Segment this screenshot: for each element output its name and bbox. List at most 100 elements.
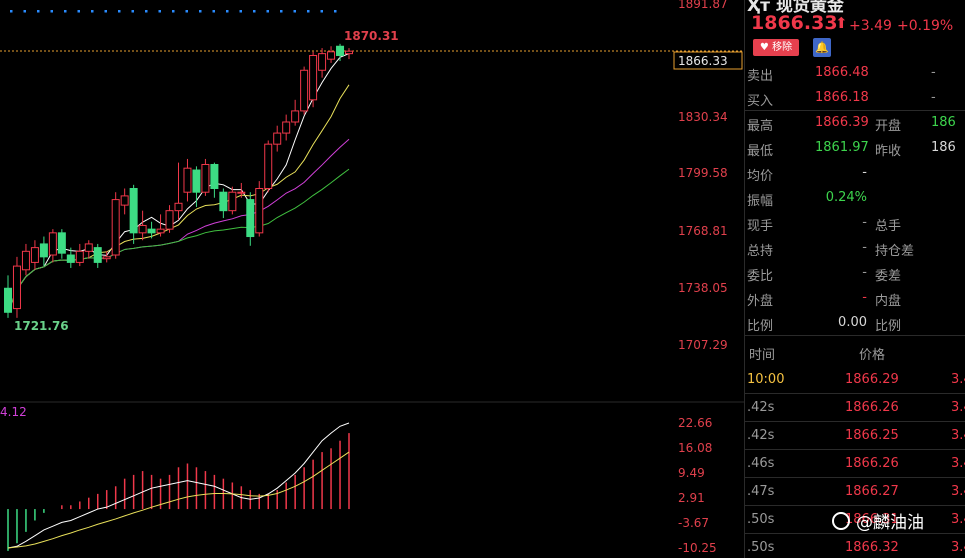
candle-up xyxy=(84,243,93,252)
dotted-marker xyxy=(226,10,229,13)
remove-favorite-label: 移除 xyxy=(772,42,793,53)
ticks-time-header: 时间 xyxy=(749,348,776,363)
tick-row: .50s 1866.31 3.4 xyxy=(745,506,965,534)
dotted-marker xyxy=(212,10,215,13)
high-annotation: 1870.31 xyxy=(344,29,399,43)
candle-down xyxy=(66,254,75,263)
dotted-marker xyxy=(320,10,323,13)
quote-label: 比例 xyxy=(747,319,774,334)
candle-up xyxy=(318,53,327,71)
tick-time: .47s xyxy=(747,484,775,499)
dotted-marker xyxy=(253,10,256,13)
quote-row: 比例 0.00 比例 xyxy=(745,311,965,336)
watermark: @麟油油 xyxy=(856,513,924,533)
quote-label: 买入 xyxy=(747,94,774,109)
quote-value: 1866.48 xyxy=(815,65,869,80)
tick-price: 1866.25 xyxy=(845,428,899,443)
quote-label-2: 昨收 xyxy=(875,144,902,159)
divider xyxy=(745,110,965,111)
quote-label: 总持 xyxy=(747,244,774,259)
divider xyxy=(745,533,965,534)
candle-down xyxy=(129,188,138,234)
tick-row: .46s 1866.26 3.4 xyxy=(745,450,965,478)
macd-dea-line xyxy=(7,451,350,549)
tick-row: .47s 1866.27 3.4 xyxy=(745,478,965,506)
quote-label-2: 持仓差 xyxy=(875,244,915,259)
quote-label: 均价 xyxy=(747,169,774,184)
dotted-marker xyxy=(91,10,94,13)
instrument-title: Ҳт 现货黄金 xyxy=(747,0,844,16)
tick-extra: 3.4 xyxy=(951,484,965,499)
dotted-marker xyxy=(104,10,107,13)
quote-value-2: 186 xyxy=(931,140,956,155)
candle-up xyxy=(300,69,309,112)
candle-up xyxy=(264,143,273,190)
chart-grid xyxy=(0,50,744,403)
dotted-marker xyxy=(199,10,202,13)
tick-extra: 3.4 xyxy=(951,540,965,555)
ticks-header: 时间 价格 xyxy=(745,340,965,365)
quote-label-2: 开盘 xyxy=(875,119,902,134)
watermark-logo-icon xyxy=(832,512,850,530)
quote-label: 最低 xyxy=(747,144,774,159)
quote-value-2: 186 xyxy=(931,115,956,130)
quote-label: 最高 xyxy=(747,119,774,134)
dotted-marker xyxy=(172,10,175,13)
kline-chart[interactable]: 1891.87 1830.34 1799.58 1768.81 1738.05 1707.… xyxy=(0,0,744,558)
divider xyxy=(745,505,965,506)
indicator-axis-label: -10.25 xyxy=(678,541,717,555)
dotted-marker xyxy=(77,10,80,13)
candle-down xyxy=(210,163,219,190)
quote-value: 0.24% xyxy=(825,190,867,205)
bell-icon: 🔔 xyxy=(815,41,829,54)
heart-icon: ♥ xyxy=(759,42,769,53)
indicator-top-label: 4.12 xyxy=(0,405,27,419)
quote-value: - xyxy=(862,215,867,230)
quote-row: 委比 - 委差 xyxy=(745,261,965,286)
ma-line xyxy=(7,168,350,313)
tick-row: .50s 1866.32 3.4 xyxy=(745,534,965,558)
quote-row: 均价 - xyxy=(745,161,965,186)
price-axis-label: 1799.58 xyxy=(678,166,728,180)
candle-up xyxy=(327,51,336,60)
quote-value: 1866.18 xyxy=(815,90,869,105)
quote-row: 最高 1866.39 开盘 186 xyxy=(745,111,965,136)
tick-extra: 3.4 xyxy=(951,372,965,387)
tick-row: .42s 1866.26 3.4 xyxy=(745,394,965,422)
candle-down xyxy=(39,243,48,258)
candle-down xyxy=(4,287,12,313)
quote-value: - xyxy=(862,265,867,280)
tick-price: 1866.31 xyxy=(845,512,899,527)
quote-row: 外盘 - 内盘 xyxy=(745,286,965,311)
remove-favorite-button[interactable]: ♥ 移除 xyxy=(753,39,799,56)
candle-up xyxy=(102,256,111,260)
quote-row: 最低 1861.97 昨收 186 xyxy=(745,136,965,161)
tick-extra: 3.4 xyxy=(951,428,965,443)
candle-up xyxy=(156,228,165,234)
candle-up xyxy=(111,199,120,256)
macd-dif-line xyxy=(7,422,350,549)
tick-row: 10:00 1866.29 3.4 xyxy=(745,366,965,394)
quote-value: - xyxy=(862,240,867,255)
quote-label-2: 委差 xyxy=(875,269,902,284)
tick-time: .46s xyxy=(747,456,775,471)
indicator-axis-label: 22.66 xyxy=(678,416,712,430)
divider xyxy=(745,335,965,336)
tick-price: 1866.26 xyxy=(845,456,899,471)
candle-up xyxy=(201,163,210,193)
tick-price: 1866.29 xyxy=(845,372,899,387)
tick-price: 1866.27 xyxy=(845,484,899,499)
dotted-marker xyxy=(23,10,26,13)
divider xyxy=(745,421,965,422)
dotted-marker xyxy=(280,10,283,13)
indicator-axis-label: 2.91 xyxy=(678,491,705,505)
quote-panel: Ҳт 现货黄金 1866.33 ⬆ +3.49 +0.19% ♥ 移除 🔔 卖出… xyxy=(744,0,965,558)
candle-down xyxy=(246,199,255,238)
last-price: 1866.33 xyxy=(751,12,838,34)
candle-down xyxy=(219,191,228,212)
price-change-percent: +0.19% xyxy=(897,18,954,34)
price-axis-label: 1707.29 xyxy=(678,338,728,352)
quote-row: 振幅 0.24% xyxy=(745,186,965,211)
alert-bell-button[interactable]: 🔔 xyxy=(813,38,831,57)
quote-label: 委比 xyxy=(747,269,774,284)
